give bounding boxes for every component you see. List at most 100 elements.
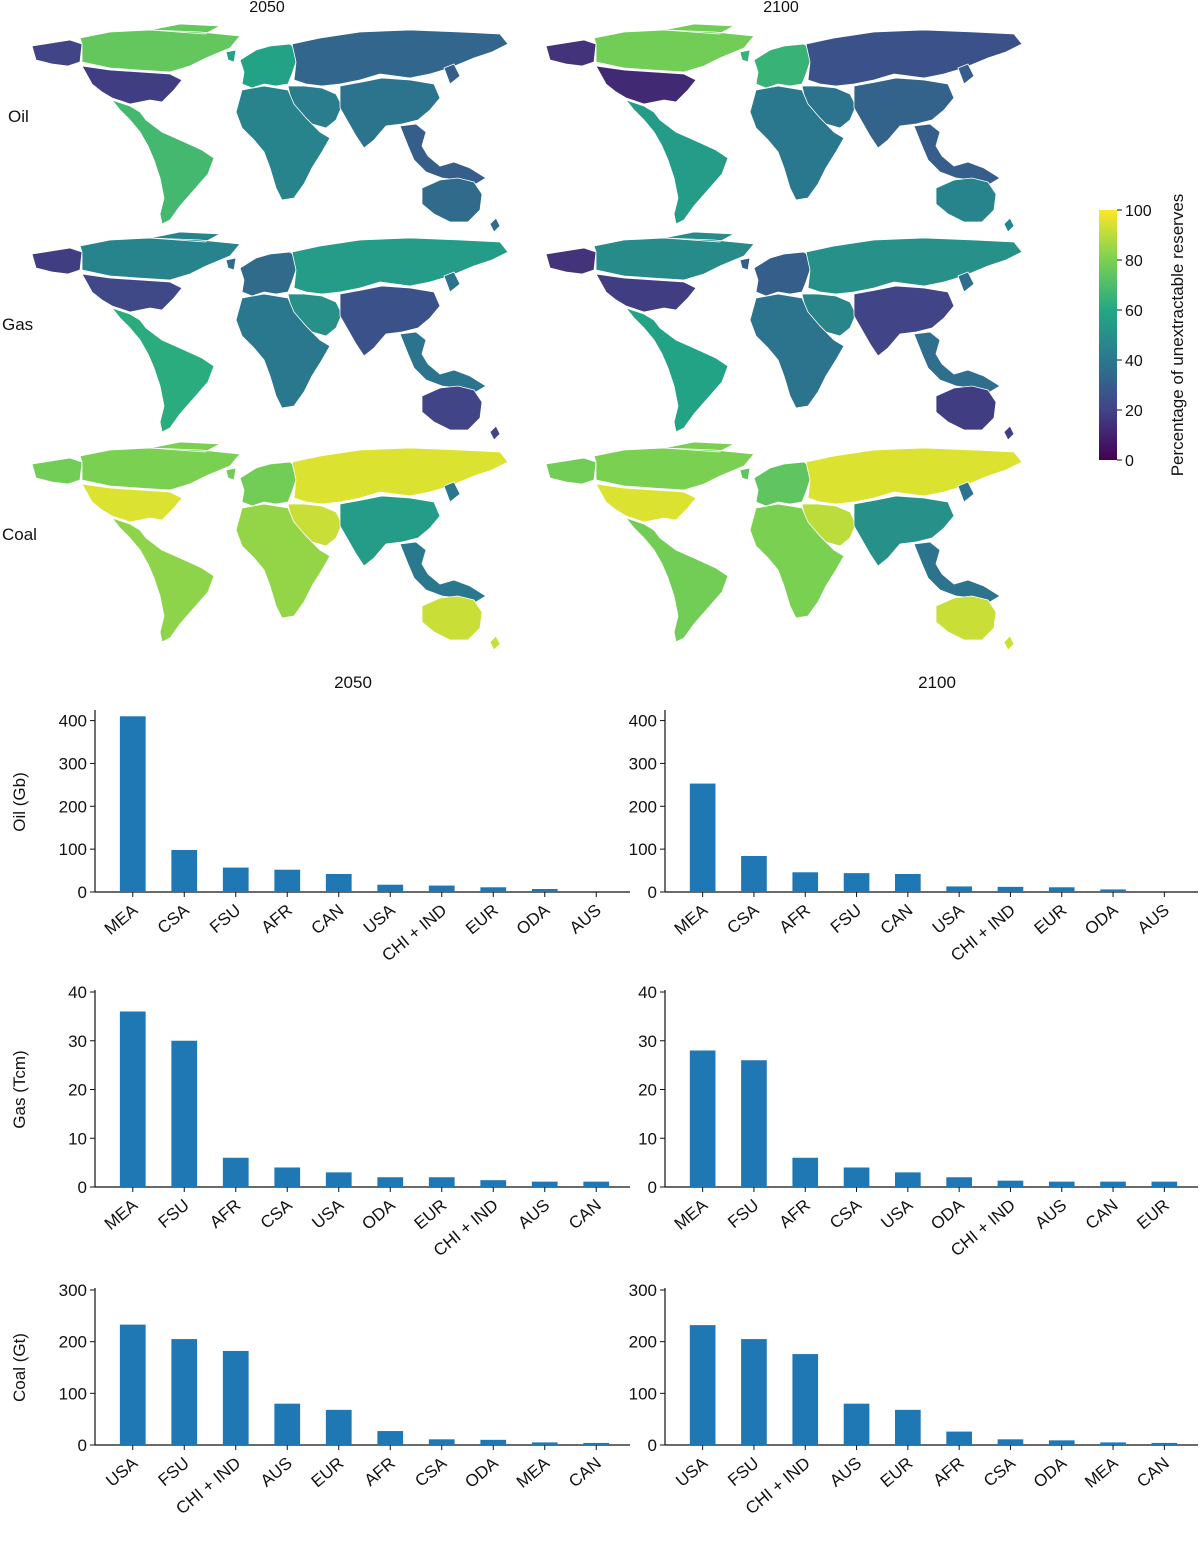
y-tick-label: 40 [68, 983, 87, 1002]
colorbar-tick-label: 0 [1125, 453, 1134, 470]
y-tick-label: 0 [648, 1436, 657, 1455]
map-region-alaska [545, 457, 597, 485]
bar-chart-title: 2050 [334, 673, 372, 692]
map-section: 2050 2100 Oil Gas Coal [2, 0, 1023, 651]
bar-mea [689, 783, 716, 892]
bar-eur [1048, 887, 1075, 892]
map-region-usa [81, 483, 183, 523]
bar-usa [946, 886, 972, 892]
map-region-can [593, 441, 755, 491]
map-region-aus [421, 595, 501, 651]
bar-oda [531, 889, 558, 892]
bar-can [583, 1181, 610, 1187]
map-panels [31, 23, 1023, 651]
map-region-eur [739, 251, 813, 297]
x-tick-label: CSA [980, 1453, 1019, 1490]
bar-chart-title: 2100 [918, 673, 956, 692]
bar-eur [480, 887, 507, 892]
x-tick-label: AFR [776, 1196, 814, 1232]
x-tick-label: FSU [155, 1196, 193, 1232]
y-tick-label: 300 [59, 1281, 87, 1300]
bar-eur [895, 1409, 921, 1445]
map-region-csa [110, 307, 215, 433]
map-region-alaska [545, 39, 597, 67]
y-tick-label: 300 [629, 1281, 657, 1300]
map-panel-oil-2100 [545, 23, 1023, 233]
map-region-fsu [805, 447, 1023, 505]
map-region-chi-ind [853, 285, 955, 357]
map-region-aus [935, 595, 1015, 651]
x-tick-label: CSA [826, 1195, 865, 1232]
bar-oda [377, 1177, 404, 1187]
map-column-title-2050: 2050 [249, 0, 285, 16]
y-tick-label: 100 [629, 1384, 657, 1403]
x-tick-label: ODA [513, 900, 554, 939]
x-tick-label: EUR [411, 1196, 451, 1234]
y-tick-label: 300 [59, 754, 87, 773]
map-region-usa [595, 65, 697, 105]
x-tick-label: ODA [927, 1195, 968, 1234]
y-tick-label: 300 [629, 754, 657, 773]
map-region-fsu [291, 237, 509, 295]
map-column-title-2100: 2100 [763, 0, 799, 16]
y-tick-label: 0 [78, 1178, 87, 1197]
map-region-csa [110, 517, 215, 643]
bar-chart-ylabel: Gas (Tcm) [10, 1050, 29, 1128]
map-region-afr [749, 85, 845, 201]
map-region-chi-ind [853, 77, 955, 149]
x-tick-label: FSU [827, 901, 865, 937]
x-tick-label: CAN [1133, 1454, 1173, 1492]
y-tick-label: 200 [59, 797, 87, 816]
y-tick-label: 0 [648, 1178, 657, 1197]
y-tick-label: 30 [68, 1032, 87, 1051]
x-tick-label: CSA [154, 900, 193, 937]
x-tick-label: USA [102, 1453, 141, 1490]
map-region-oda [913, 271, 1001, 393]
colorbar-tick-label: 100 [1125, 203, 1152, 220]
map-region-oda [399, 63, 487, 185]
colorbar-gradient [1099, 210, 1117, 460]
x-tick-label: AUS [1031, 1196, 1070, 1233]
x-tick-label: AUS [1134, 901, 1173, 938]
colorbar-tick-label: 60 [1125, 303, 1143, 320]
bar-aus [274, 1403, 301, 1445]
map-region-eur [739, 461, 813, 507]
map-region-chi-ind [339, 495, 441, 567]
y-tick-label: 200 [59, 1333, 87, 1352]
bar-chi-ind [222, 1350, 249, 1445]
bar-afr [377, 1431, 404, 1445]
x-tick-label: MEA [671, 1195, 712, 1234]
bar-afr [792, 1157, 819, 1187]
x-tick-label: ODA [1081, 900, 1122, 939]
map-region-usa [81, 273, 183, 313]
bar-chart-0: 2050 Oil (Gb) 0 100 200 300 400 MEA CSA FSU AFR CAN… [10, 673, 630, 965]
bar-csa [171, 850, 198, 892]
x-tick-label: USA [929, 900, 968, 937]
y-tick-label: 200 [629, 797, 657, 816]
x-tick-label: USA [308, 1195, 347, 1232]
map-panel-coal-2100 [545, 441, 1023, 651]
bar-csa [741, 856, 767, 892]
x-tick-label: USA [672, 1453, 711, 1490]
x-tick-label: MEA [101, 1195, 142, 1234]
bar-usa [325, 1172, 352, 1187]
x-tick-label: CAN [565, 1454, 605, 1492]
bar-fsu [171, 1040, 198, 1187]
y-tick-label: 100 [59, 840, 87, 859]
y-tick-label: 100 [59, 1384, 87, 1403]
map-region-aus [421, 385, 501, 441]
x-tick-label: MEA [513, 1453, 554, 1492]
bar-chart-ylabel: Coal (Gt) [10, 1333, 29, 1402]
x-tick-label: CAN [877, 901, 917, 939]
x-tick-label: EUR [1031, 901, 1071, 939]
x-tick-label: EUR [308, 1454, 348, 1492]
bar-afr [946, 1431, 972, 1445]
map-region-can [79, 441, 241, 491]
x-tick-label: MEA [1081, 1453, 1122, 1492]
bar-chart-ylabel: Oil (Gb) [10, 772, 29, 832]
bar-chi-ind [428, 885, 455, 892]
x-tick-label: CSA [724, 900, 763, 937]
colorbar-label: Percentage of unextractable reserves [1168, 194, 1187, 477]
